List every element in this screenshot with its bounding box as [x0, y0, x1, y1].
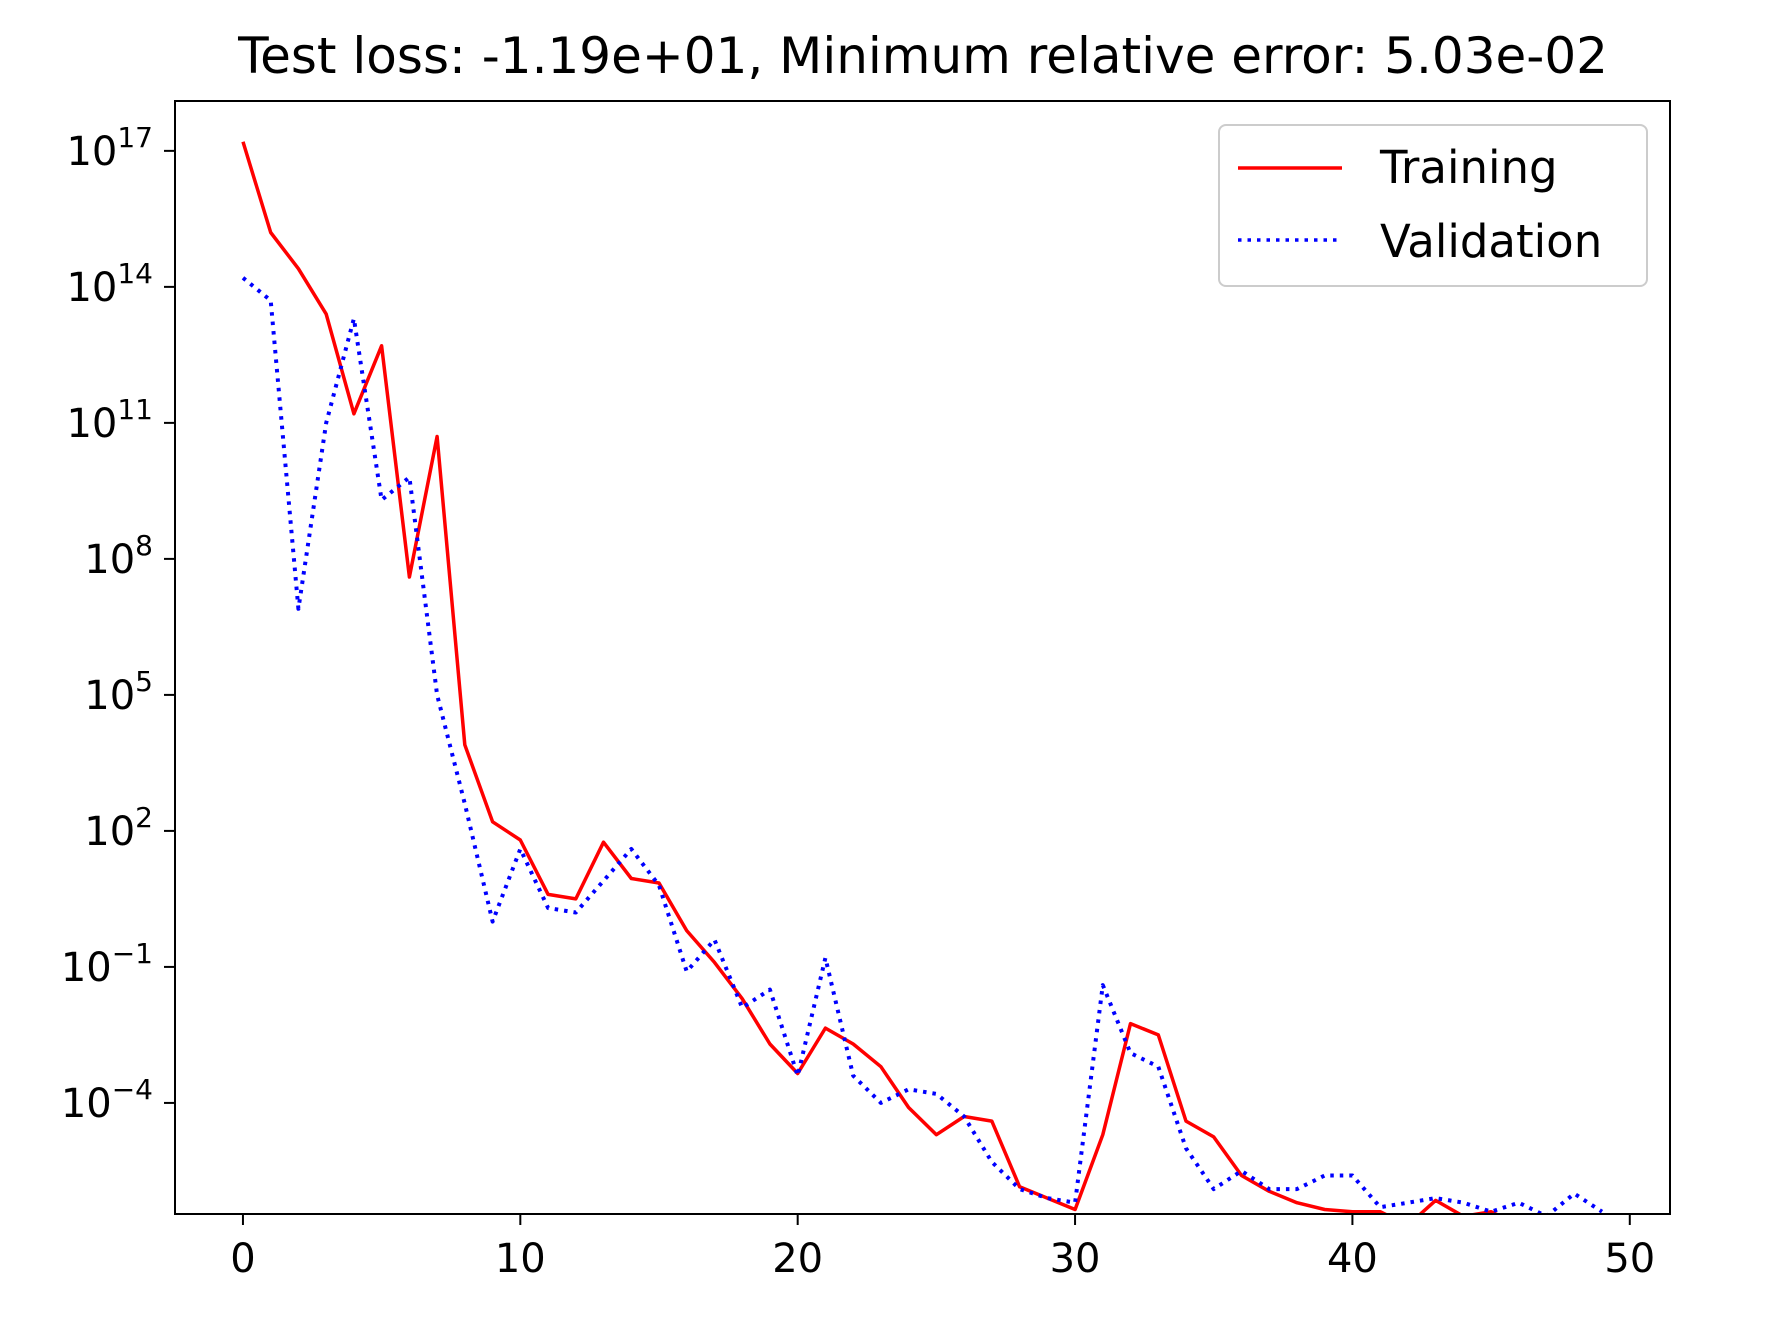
y-tick-exponent: 8	[135, 529, 153, 562]
chart-title: Test loss: -1.19e+01, Minimum relative e…	[237, 27, 1608, 85]
y-tick-exponent: 2	[135, 801, 153, 834]
y-tick-exponent: 14	[117, 257, 153, 290]
x-tick-label: 10	[495, 1236, 546, 1282]
y-tick-base: 10	[66, 129, 117, 175]
y-tick-exponent: 5	[135, 665, 153, 698]
legend-label-training: Training	[1379, 141, 1558, 194]
y-tick-exponent: 11	[117, 393, 153, 426]
y-tick-base: 10	[61, 1081, 112, 1127]
y-tick-exponent: −1	[112, 937, 153, 970]
x-tick-label: 30	[1050, 1236, 1101, 1282]
legend: Training Validation	[1219, 125, 1647, 286]
x-tick-label: 20	[772, 1236, 823, 1282]
y-tick-base: 10	[66, 401, 117, 447]
x-tick-label: 40	[1327, 1236, 1378, 1282]
legend-label-validation: Validation	[1380, 215, 1602, 268]
x-tick-label: 50	[1604, 1236, 1655, 1282]
y-tick-base: 10	[66, 265, 117, 311]
y-tick-base: 10	[84, 537, 135, 583]
y-tick-base: 10	[84, 809, 135, 855]
y-tick-exponent: 17	[117, 121, 153, 154]
y-tick-base: 10	[84, 673, 135, 719]
y-tick-base: 10	[61, 945, 112, 991]
y-tick-exponent: −4	[112, 1073, 153, 1106]
x-tick-label: 0	[230, 1236, 255, 1282]
